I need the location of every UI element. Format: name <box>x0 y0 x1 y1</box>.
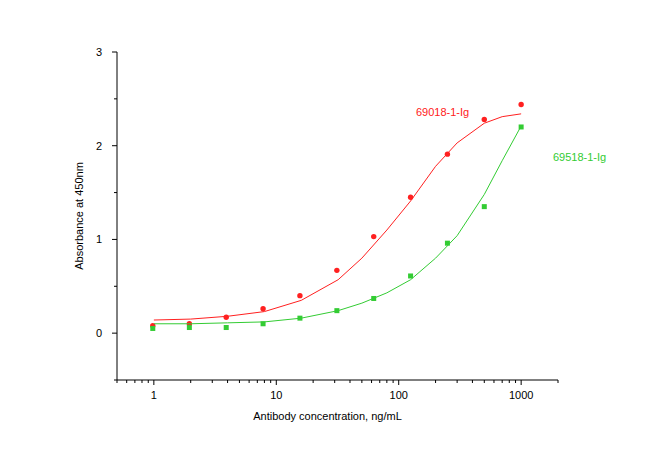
data-point <box>482 204 487 209</box>
x-tick <box>521 380 522 385</box>
y-minor-tick <box>114 286 117 287</box>
data-point <box>297 293 302 298</box>
y-tick <box>112 145 117 146</box>
x-tick-label: 1 <box>151 389 157 401</box>
x-minor-tick <box>484 380 485 383</box>
x-tick <box>276 380 277 385</box>
y-tick <box>112 239 117 240</box>
x-tick-label: 1000 <box>509 389 533 401</box>
data-point <box>260 306 265 311</box>
x-minor-tick <box>313 380 314 383</box>
x-axis-line <box>117 380 558 381</box>
x-minor-tick <box>249 380 250 383</box>
x-minor-tick <box>239 380 240 383</box>
data-point <box>224 325 229 330</box>
x-minor-tick <box>509 380 510 383</box>
x-minor-tick <box>270 380 271 383</box>
x-minor-tick <box>190 380 191 383</box>
series-label: 69018-1-Ig <box>416 106 469 118</box>
x-tick <box>398 380 399 385</box>
data-point <box>371 234 376 239</box>
data-point <box>334 268 339 273</box>
x-minor-tick <box>502 380 503 383</box>
fit-line <box>154 126 521 324</box>
x-minor-tick <box>264 380 265 383</box>
x-tick-label: 100 <box>390 389 408 401</box>
y-axis-line <box>117 52 118 380</box>
data-point <box>482 117 487 122</box>
x-minor-tick <box>393 380 394 383</box>
x-minor-tick <box>457 380 458 383</box>
y-tick-label: 3 <box>96 46 102 58</box>
x-minor-tick <box>257 380 258 383</box>
x-minor-tick <box>435 380 436 383</box>
x-minor-tick <box>126 380 127 383</box>
y-tick <box>112 52 117 53</box>
x-minor-tick <box>148 380 149 383</box>
x-minor-tick <box>361 380 362 383</box>
x-minor-tick <box>227 380 228 383</box>
x-minor-tick <box>558 380 559 383</box>
x-minor-tick <box>379 380 380 383</box>
y-minor-tick <box>114 98 117 99</box>
x-minor-tick <box>515 380 516 383</box>
y-tick-label: 1 <box>96 233 102 245</box>
data-point <box>224 315 229 320</box>
x-minor-tick <box>349 380 350 383</box>
fit-line <box>154 114 521 320</box>
series-label: 69518-1-Ig <box>553 151 606 163</box>
axes: 1 10 100 1000 0 1 2 3 <box>96 46 558 401</box>
x-tick <box>153 380 154 385</box>
data-point <box>150 326 155 331</box>
y-tick-label: 0 <box>96 327 102 339</box>
y-minor-tick <box>114 192 117 193</box>
x-axis-label: Antibody concentration, ng/mL <box>253 410 402 422</box>
x-minor-tick <box>334 380 335 383</box>
x-minor-tick <box>472 380 473 383</box>
x-minor-tick <box>386 380 387 383</box>
y-axis-label: Absorbance at 450nm <box>73 162 85 270</box>
data-point <box>445 241 450 246</box>
chart: 1 10 100 1000 0 1 2 3 Antibody concentration, ng… <box>0 0 650 456</box>
x-minor-tick <box>371 380 372 383</box>
plot-area <box>150 102 524 331</box>
data-point <box>518 102 523 107</box>
data-point <box>187 325 192 330</box>
x-minor-tick <box>212 380 213 383</box>
y-tick <box>112 333 117 334</box>
y-minor-tick <box>114 380 117 381</box>
x-minor-tick <box>141 380 142 383</box>
y-tick-label: 2 <box>96 140 102 152</box>
x-tick-label: 10 <box>270 389 282 401</box>
x-minor-tick <box>493 380 494 383</box>
x-minor-tick <box>134 380 135 383</box>
